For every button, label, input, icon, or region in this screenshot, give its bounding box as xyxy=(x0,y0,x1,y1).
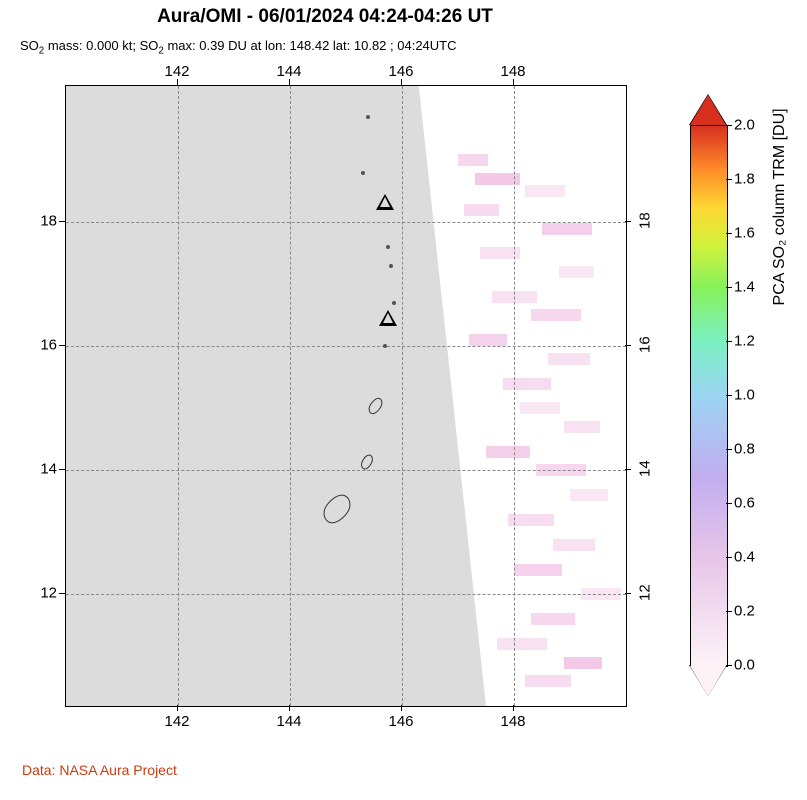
data-pixel xyxy=(525,185,565,197)
x-tick-label: 142 xyxy=(164,63,189,80)
y-tick-label: 14 xyxy=(27,461,57,478)
colorbar-tick-label: 0.8 xyxy=(734,441,755,458)
colorbar-label: PCA SO₂ column TRM [DU] xyxy=(771,108,789,305)
data-pixel xyxy=(464,204,499,216)
colorbar-tick-label: 2.0 xyxy=(734,117,755,134)
data-pixel xyxy=(514,564,562,576)
colorbar-gradient xyxy=(691,126,727,666)
x-tick-label: 148 xyxy=(500,63,525,80)
data-pixel xyxy=(564,657,602,669)
y-tick-label: 16 xyxy=(637,337,654,354)
colorbar-tick-label: 0.6 xyxy=(734,495,755,512)
x-tick-label: 144 xyxy=(276,63,301,80)
colorbar-extend-top xyxy=(690,95,726,125)
colorbar-tick-label: 1.2 xyxy=(734,333,755,350)
data-pixel xyxy=(548,353,590,365)
data-pixel xyxy=(531,309,581,321)
y-tick-label: 18 xyxy=(27,213,57,230)
x-tick-label: 146 xyxy=(388,713,413,730)
colorbar-tick-label: 1.8 xyxy=(734,171,755,188)
data-pixel xyxy=(570,489,608,501)
colorbar-tick-label: 1.6 xyxy=(734,225,755,242)
x-tick-label: 146 xyxy=(388,63,413,80)
colorbar-tick-label: 0.4 xyxy=(734,549,755,566)
x-tick-label: 144 xyxy=(276,713,301,730)
data-pixel xyxy=(531,613,575,625)
data-pixel xyxy=(520,402,560,414)
volcano-icon xyxy=(376,194,394,210)
data-pixel xyxy=(564,421,600,433)
chart-subtitle: SO2 mass: 0.000 kt; SO2 max: 0.39 DU at … xyxy=(20,38,457,57)
island-dot xyxy=(392,301,396,305)
x-tick-label: 142 xyxy=(164,713,189,730)
colorbar-tick-label: 1.4 xyxy=(734,279,755,296)
volcano-icon xyxy=(379,310,397,326)
colorbar xyxy=(690,125,728,667)
data-pixel xyxy=(553,539,595,551)
data-pixel xyxy=(458,154,488,166)
y-tick-label: 18 xyxy=(637,213,654,230)
data-pixel xyxy=(486,446,530,458)
map-plot-area xyxy=(65,85,627,707)
y-tick-label: 12 xyxy=(637,585,654,602)
data-pixel xyxy=(503,378,551,390)
chart-title: Aura/OMI - 06/01/2024 04:24-04:26 UT xyxy=(0,6,650,28)
data-pixel xyxy=(559,266,594,278)
colorbar-tick-label: 0.2 xyxy=(734,603,755,620)
data-credit: Data: NASA Aura Project xyxy=(22,762,177,778)
data-pixel xyxy=(469,334,507,346)
data-pixel xyxy=(508,514,554,526)
colorbar-extend-bottom xyxy=(690,666,726,696)
data-pixel xyxy=(497,638,547,650)
colorbar-tick-label: 0.0 xyxy=(734,657,755,674)
island-dot xyxy=(361,171,365,175)
data-pixel xyxy=(542,223,592,235)
colorbar-tick-label: 1.0 xyxy=(734,387,755,404)
x-tick-label: 148 xyxy=(500,713,525,730)
y-tick-label: 16 xyxy=(27,337,57,354)
y-tick-label: 12 xyxy=(27,585,57,602)
data-pixel xyxy=(525,675,571,687)
island-dot xyxy=(389,264,393,268)
y-tick-label: 14 xyxy=(637,461,654,478)
